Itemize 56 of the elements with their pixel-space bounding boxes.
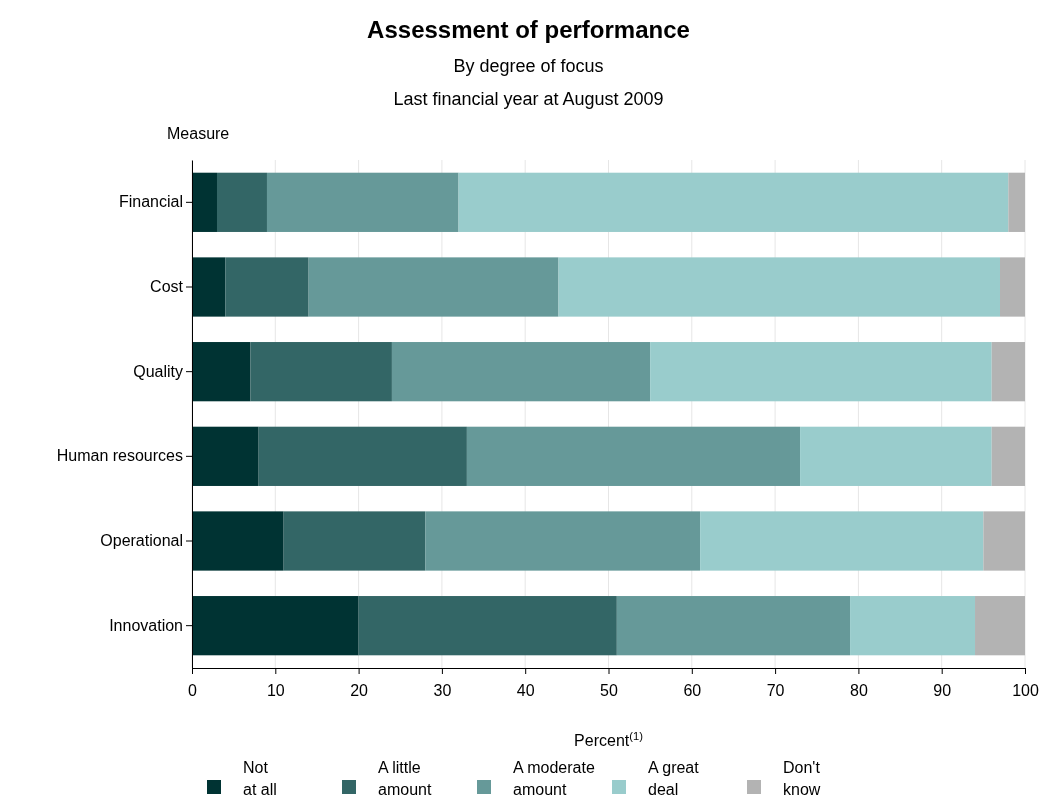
bar [308,257,559,317]
x-tick-label: 0 [188,682,198,700]
bar [258,426,467,486]
bar [458,172,1009,232]
x-axis-title: Percent$^{(1)}$ [574,730,644,749]
y-tick-label: Innovation [109,616,183,634]
bar [1008,172,1025,232]
bar [425,511,701,571]
x-tick-label: 90 [933,682,952,700]
bar [192,511,284,571]
bar [991,426,1025,486]
bar [192,342,251,402]
x-tick-label: 10 [266,682,285,700]
bar [192,257,226,317]
bar [650,342,992,402]
bar [250,342,392,402]
bar [358,596,617,656]
bar [1000,257,1025,317]
bar [558,257,1001,317]
x-tick-label: 20 [350,682,369,700]
bar [983,511,1025,571]
x-tick-label: 30 [433,682,452,700]
bar [266,172,459,232]
chart-subtitle: By degree of focus Last financial year at August 2009 [393,56,664,109]
bar [850,596,976,656]
y-tick-label: Cost [150,278,184,296]
y-tick-label: Financial [118,193,183,211]
bar [192,426,259,486]
x-tick-label: 50 [600,682,618,700]
x-tick-label: 80 [850,682,868,700]
y-tick-label: Operational [100,532,183,550]
bar [700,511,984,571]
x-tick-label: 60 [683,682,702,700]
x-tick-label: 70 [766,682,785,700]
bar [192,596,359,656]
bar [283,511,426,571]
y-tick-label: Human resources [56,447,183,465]
bar [216,172,267,232]
y-tick-label: Quality [133,362,183,380]
bar [991,342,1025,402]
legend-label: Don't know [783,759,821,798]
chart-title: Assessment of performance [367,16,690,43]
legend-label: A little amount [378,759,432,798]
bar [391,342,651,402]
y-axis-title: Measure [167,125,230,142]
legend-label: A moderate amount [513,759,595,798]
x-tick-label: 100 [1012,682,1039,700]
bar [616,596,851,656]
legend-label: A great deal [648,759,700,798]
bar [225,257,309,317]
bar [800,426,992,486]
bar [466,426,801,486]
legend-label: Not at all [243,759,277,798]
bar [975,596,1025,656]
bar [192,172,217,232]
x-tick-label: 40 [516,682,535,700]
